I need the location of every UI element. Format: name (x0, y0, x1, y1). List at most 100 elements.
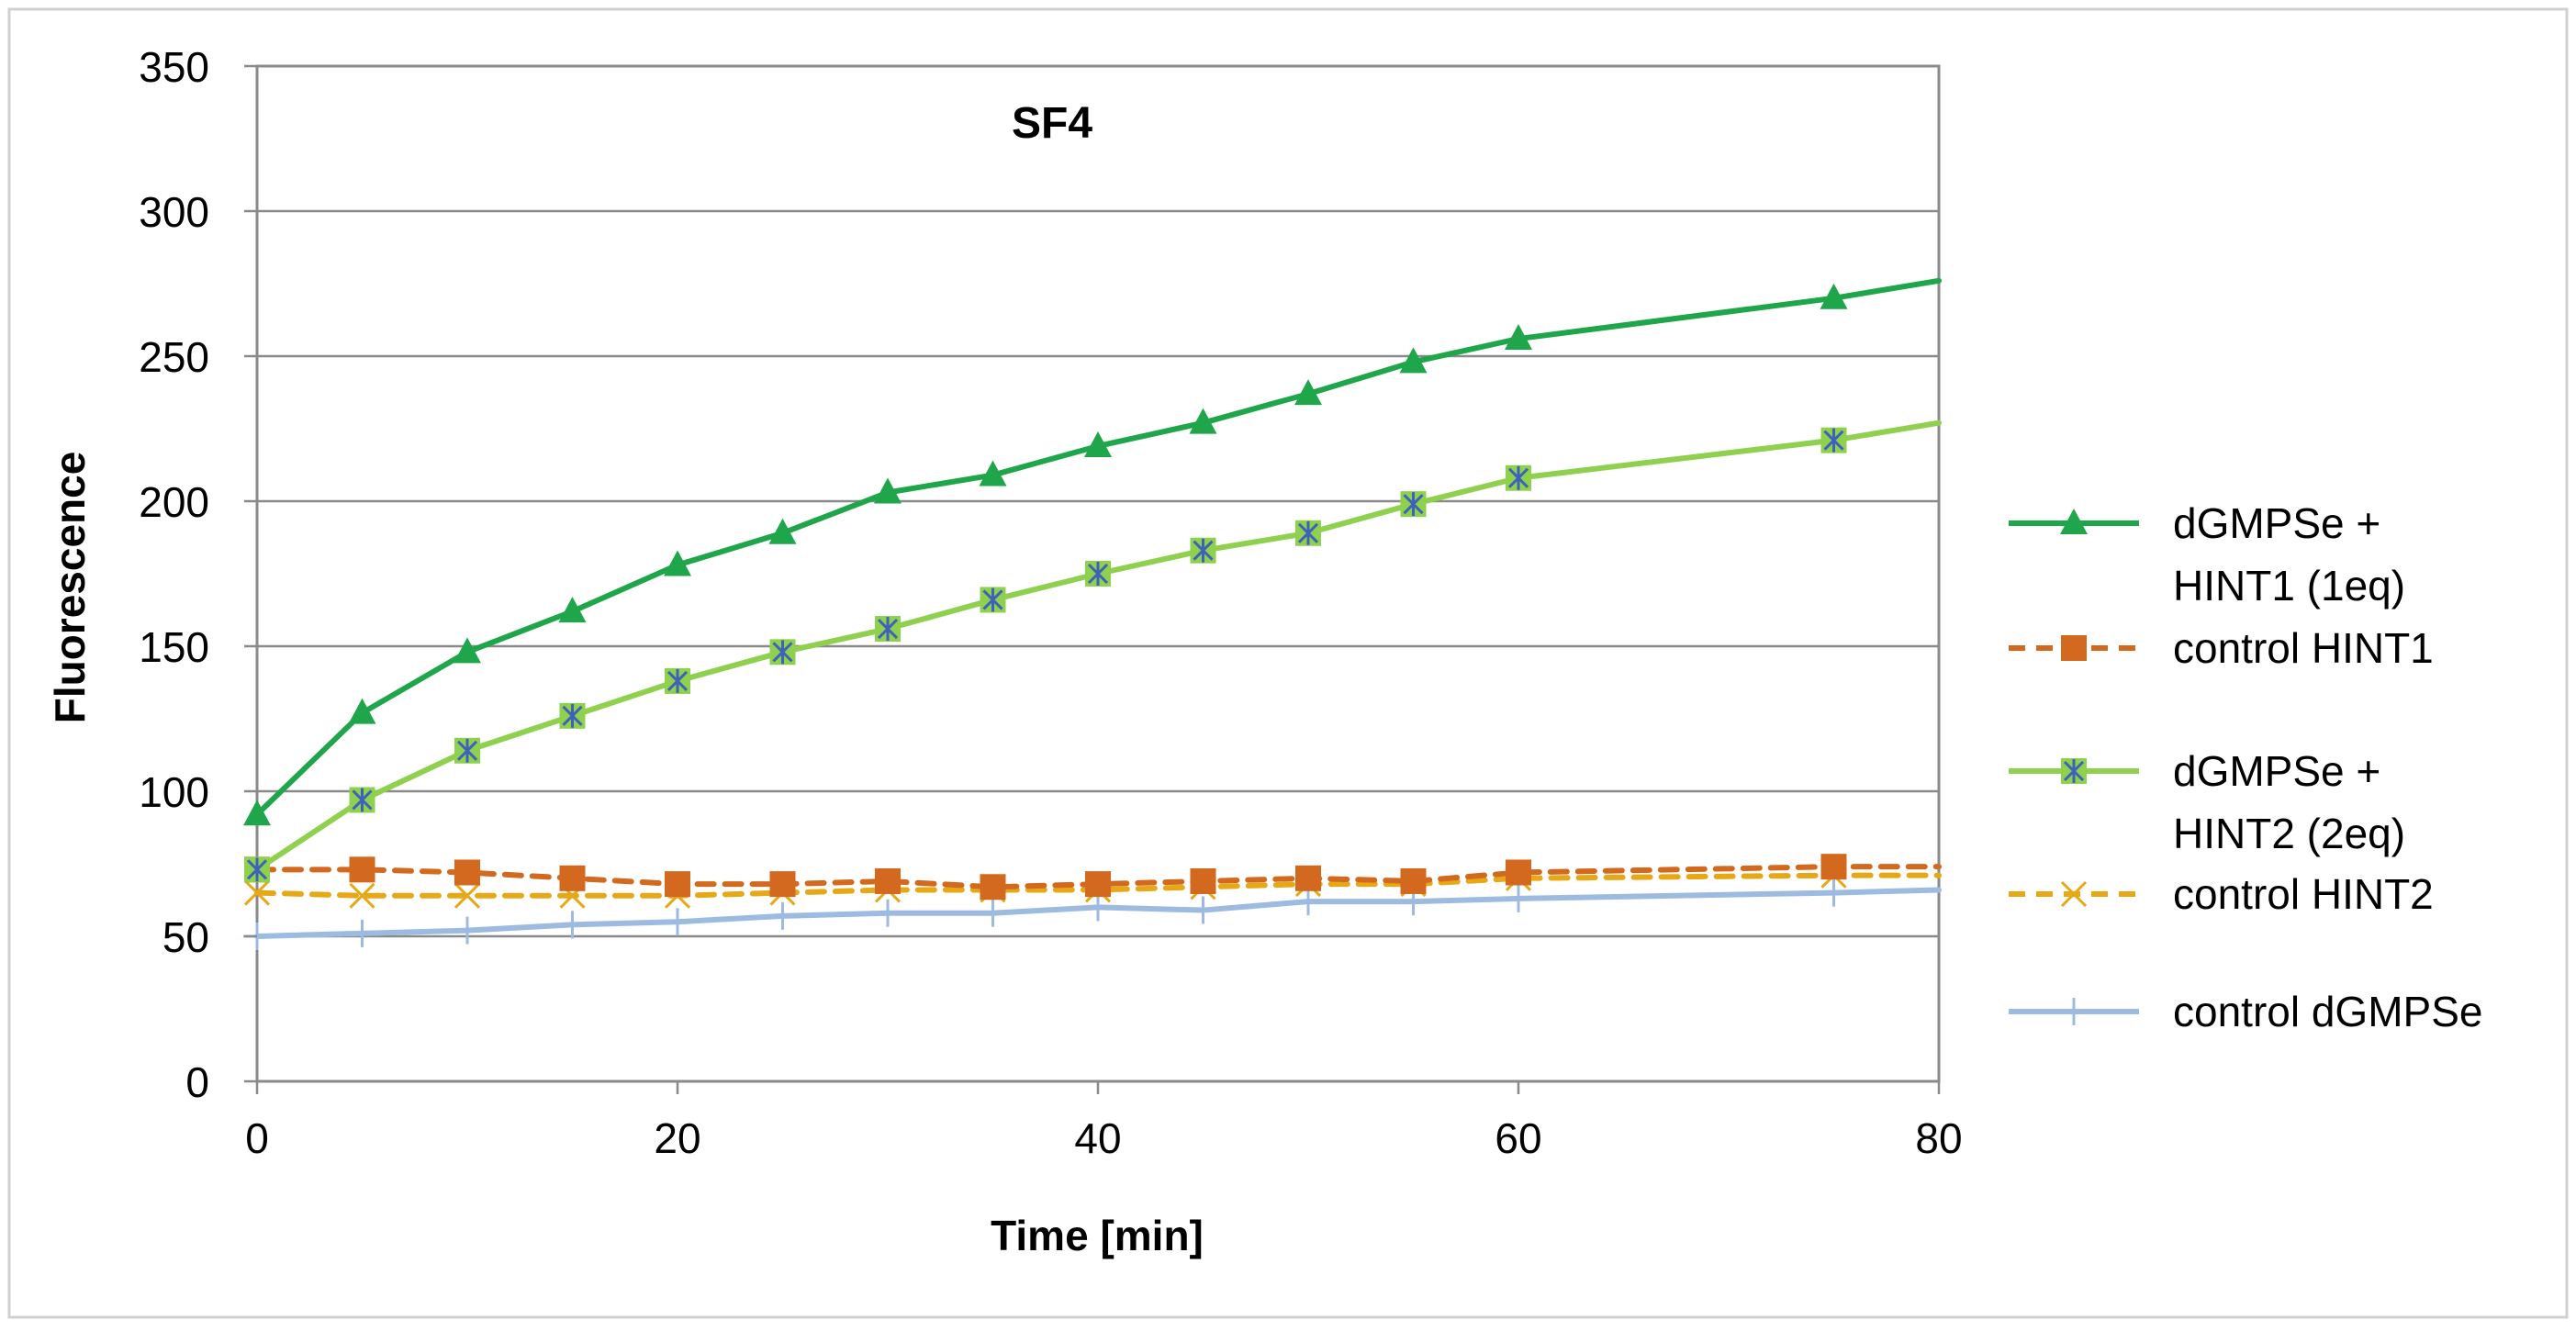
x-axis-title: Time [min] (991, 1212, 1204, 1259)
data-point (1084, 431, 1112, 457)
data-point (1190, 867, 1216, 894)
legend-swatch-marker (2060, 998, 2088, 1025)
y-tick-label: 100 (139, 768, 209, 816)
marker-star (2063, 759, 2085, 783)
legend-label: control HINT2 (2173, 870, 2434, 918)
legend-item-control-hint1: control HINT1 (2009, 624, 2434, 672)
x-tick-label: 40 (1074, 1114, 1121, 1162)
legend-item-control-hint2: control HINT2 (2009, 870, 2434, 918)
data-point (1085, 871, 1111, 898)
data-point (874, 477, 902, 504)
data-point (769, 639, 796, 666)
data-point (1506, 859, 1531, 886)
marker-star (1297, 520, 1319, 545)
data-point (1294, 379, 1322, 406)
data-point (559, 865, 586, 891)
data-point (349, 856, 375, 883)
data-point (454, 737, 480, 764)
series-layer (243, 277, 1942, 950)
series-dgmpse-hint1-1eq (243, 277, 1942, 826)
legend-label: control dGMPSe (2173, 988, 2482, 1035)
data-point (768, 901, 797, 930)
data-point (769, 871, 796, 898)
chart-border (7, 7, 2569, 1319)
legend-label: dGMPSe + (2173, 499, 2380, 547)
data-point (1189, 408, 1217, 434)
legend: dGMPSe + HINT1 (1eq) control HINT1 dGMPSe +… (2009, 499, 2482, 1035)
y-tick-label: 200 (139, 478, 209, 526)
data-point (244, 856, 270, 883)
data-point (874, 899, 902, 927)
legend-swatch-marker (2060, 509, 2088, 534)
y-tick-label: 350 (139, 43, 209, 91)
y-tick-label: 300 (139, 188, 209, 236)
legend-label: control HINT1 (2173, 624, 2434, 672)
legend-label: dGMPSe + (2173, 747, 2380, 795)
legend-swatch-marker (2061, 635, 2087, 661)
marker-star (666, 668, 689, 693)
data-point (979, 899, 1007, 927)
marker-star (877, 617, 899, 642)
marker-star (1507, 465, 1529, 490)
data-point (559, 702, 586, 729)
data-point (243, 879, 271, 906)
data-point (243, 800, 271, 826)
series-line (254, 864, 1942, 890)
series-dgmpse-hint2-2eq (244, 419, 1942, 883)
marker-star (1087, 562, 1109, 586)
legend-swatch-marker (2061, 758, 2087, 784)
x-tick-label: 0 (245, 1114, 269, 1162)
y-tick-label: 50 (162, 913, 209, 961)
x-tick-label: 80 (1915, 1114, 1962, 1162)
data-point (348, 919, 376, 947)
marker-star (982, 587, 1003, 612)
legend-label: HINT2 (2eq) (2173, 810, 2405, 857)
data-point (1294, 888, 1322, 916)
data-point (1295, 520, 1321, 546)
data-point (454, 916, 481, 945)
legend-item-dgmpse-hint2-2eq: dGMPSe + HINT2 (2eq) (2009, 747, 2405, 857)
data-point (1820, 878, 1848, 907)
data-point (1400, 491, 1427, 518)
chart-title: SF4 (1012, 99, 1092, 148)
marker-star (1823, 428, 1844, 453)
marker-star (562, 703, 583, 728)
marker-star (456, 738, 478, 763)
legend-item-dgmpse-hint1-1eq: dGMPSe + HINT1 (1eq) (2009, 499, 2405, 610)
x-tick-label: 20 (654, 1114, 700, 1162)
data-point (348, 698, 376, 724)
y-axis-title: Fluorescence (46, 452, 94, 724)
y-tick-label: 250 (139, 333, 209, 381)
data-point (665, 871, 690, 898)
data-point (665, 667, 690, 694)
data-point (768, 518, 797, 544)
data-point (454, 882, 481, 909)
data-point (349, 882, 375, 909)
y-tick-label: 0 (185, 1058, 209, 1106)
data-point (875, 867, 901, 894)
data-point (1820, 427, 1847, 453)
legend-label: HINT1 (1eq) (2173, 562, 2405, 610)
data-point (875, 616, 901, 643)
data-point (1399, 347, 1428, 374)
data-point (558, 911, 587, 939)
y-tick-label: 150 (139, 623, 209, 671)
marker-star (772, 640, 793, 665)
x-tick-label: 60 (1495, 1114, 1541, 1162)
legend-item-control-dgmpse: control dGMPSe (2009, 988, 2482, 1035)
data-point (664, 908, 691, 936)
data-point (980, 874, 1006, 900)
data-point (1506, 464, 1531, 491)
series-line (254, 872, 1942, 899)
marker-star (352, 788, 373, 812)
legend-swatch-marker (2060, 880, 2088, 908)
data-point (1505, 884, 1532, 912)
data-point (1189, 896, 1217, 924)
data-point (1295, 865, 1321, 891)
data-point (1084, 893, 1112, 922)
marker-star (1403, 492, 1424, 517)
data-point (558, 597, 587, 623)
data-point (1190, 537, 1216, 564)
